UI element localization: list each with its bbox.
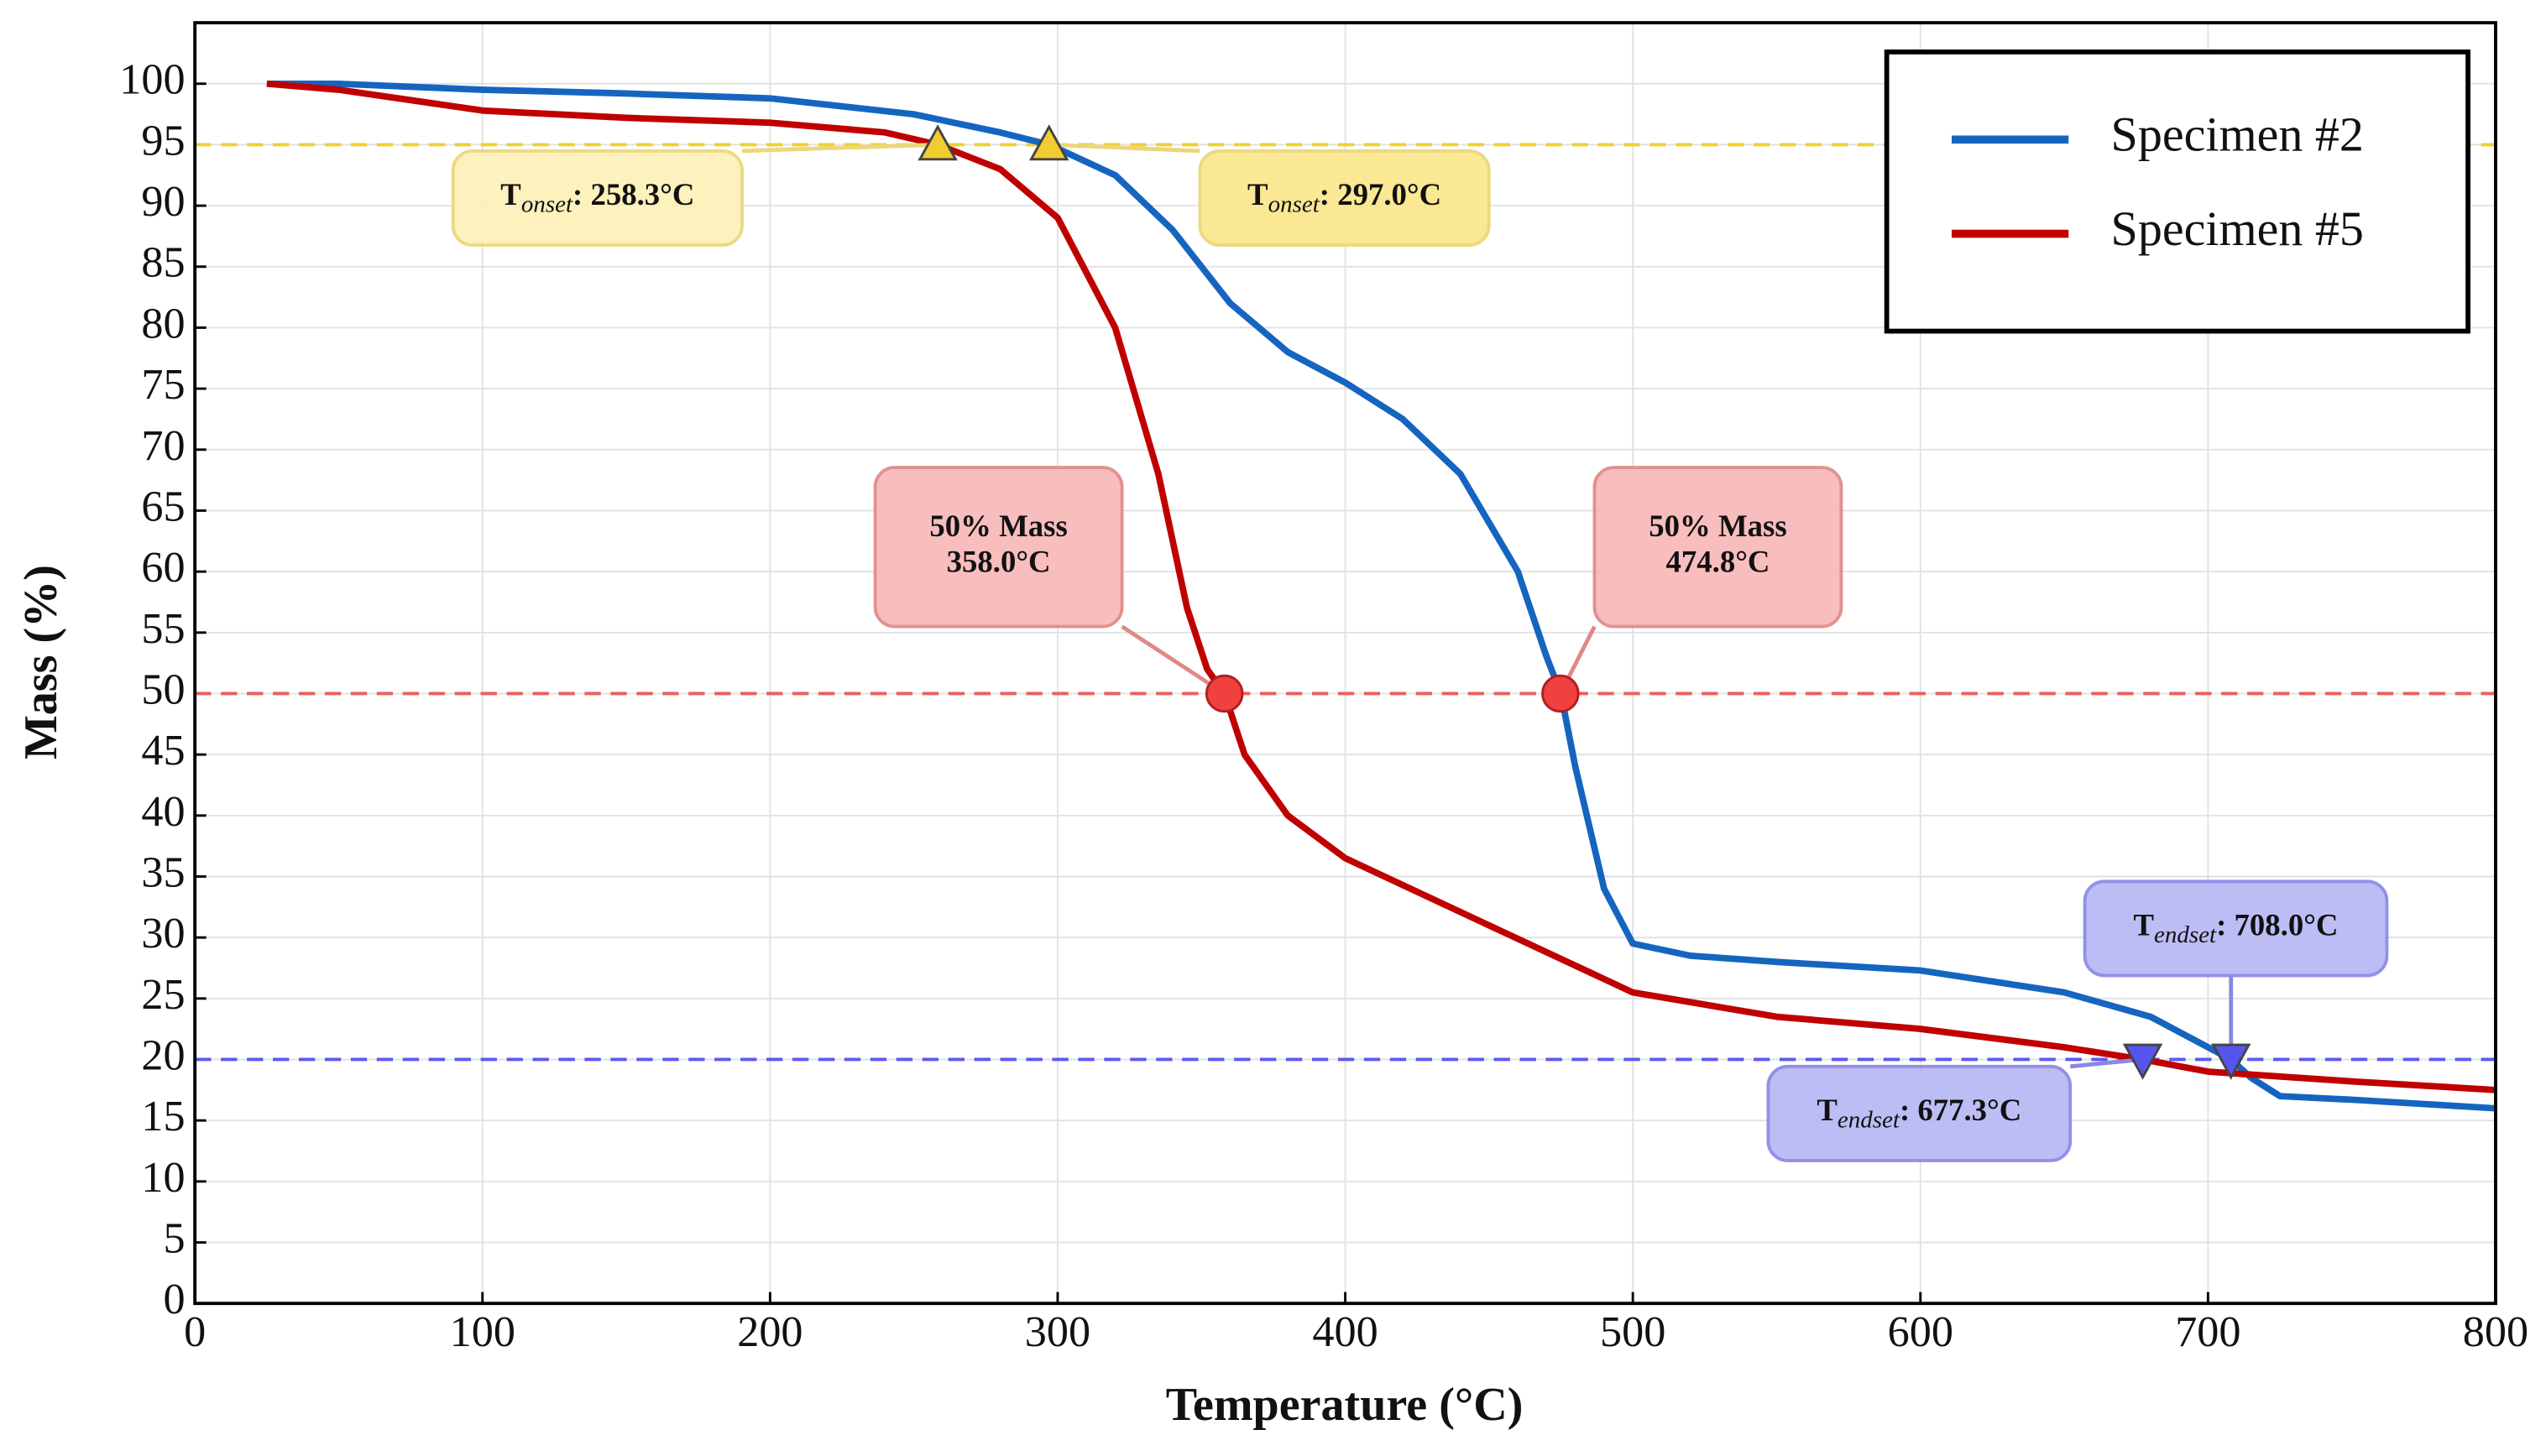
x-tick-label: 600 (1888, 1307, 1953, 1356)
x-tick-label: 300 (1025, 1307, 1090, 1356)
annotation-box (1592, 466, 1843, 629)
marker (1028, 124, 1069, 161)
annotation-symbol: T (500, 177, 521, 211)
y-tick-label: 50 (141, 665, 185, 713)
annotation-subscript: endset (2154, 921, 2217, 948)
y-tick-label: 20 (141, 1031, 185, 1079)
marker (2122, 1043, 2163, 1080)
annotation-symbol: T (1247, 177, 1268, 211)
y-tick-label: 75 (141, 360, 185, 409)
y-tick-label: 10 (141, 1153, 185, 1202)
annotation-label: 50% Mass (929, 509, 1067, 543)
y-tick-label: 55 (141, 604, 185, 653)
y-tick-label: 15 (141, 1092, 185, 1140)
x-axis-label: Temperature (°C) (1166, 1379, 1524, 1431)
annotation-arrow (1048, 143, 1200, 154)
legend-label: Specimen #5 (2111, 201, 2364, 256)
annotation-label: 474.8°C (1666, 545, 1770, 579)
x-tick-label: 500 (1600, 1307, 1665, 1356)
y-tick-label: 25 (141, 970, 185, 1019)
annotation-label: Tendset: 677.3°C (1817, 1093, 2021, 1133)
annotation-box (451, 149, 744, 248)
y-tick-label: 60 (141, 543, 185, 592)
legend-box (1884, 49, 2470, 334)
annotation-symbol: T (1817, 1093, 1838, 1127)
annotation-label: Tonset: 297.0°C (1247, 177, 1441, 217)
annotation-subscript: onset (1268, 190, 1320, 217)
marker (1205, 674, 1244, 713)
y-tick-label: 35 (141, 848, 185, 896)
plot-frame (193, 21, 2497, 1306)
y-tick-label: 30 (141, 909, 185, 958)
annotation-arrow (741, 143, 938, 154)
annotation-label: Tonset: 258.3°C (500, 177, 694, 217)
x-tick-label: 800 (2463, 1307, 2528, 1356)
annotation-label: Tendset: 708.0°C (2134, 908, 2339, 948)
annotation-value: : 708.0°C (2216, 908, 2338, 942)
y-tick-label: 45 (141, 726, 185, 775)
y-tick-label: 80 (141, 299, 185, 347)
annotation-label: 50% Mass (1649, 509, 1786, 543)
y-tick-label: 65 (141, 482, 185, 530)
y-tick-label: 40 (141, 787, 185, 836)
annotation-box (873, 466, 1124, 629)
annotation-value: : 677.3°C (1900, 1093, 2021, 1127)
line-series (266, 80, 2496, 1112)
annotation-label: 358.0°C (947, 545, 1051, 579)
annotation-box (2083, 879, 2389, 978)
annotation-arrow (1121, 624, 1226, 696)
y-tick-label: 0 (163, 1275, 185, 1323)
annotation-arrow (2069, 1057, 2143, 1069)
marker (918, 124, 958, 161)
y-tick-label: 70 (141, 421, 185, 470)
y-axis-label: Mass (%) (15, 565, 67, 759)
y-tick-label: 5 (163, 1213, 185, 1262)
annotation-symbol: T (2134, 908, 2155, 942)
annotation-box (1198, 149, 1491, 248)
y-tick-label: 90 (141, 177, 185, 226)
marker (1541, 674, 1580, 713)
marker (2211, 1043, 2251, 1080)
y-tick-label: 95 (141, 116, 185, 164)
annotation-value: : 297.0°C (1320, 177, 1441, 211)
annotation-box (1766, 1064, 2073, 1162)
x-tick-label: 200 (737, 1307, 802, 1356)
y-tick-label: 85 (141, 238, 185, 287)
x-tick-label: 400 (1312, 1307, 1378, 1356)
legend-label: Specimen #2 (2111, 107, 2364, 162)
x-tick-label: 0 (184, 1307, 206, 1356)
annotation-value: : 258.3°C (572, 177, 694, 211)
annotation-subscript: onset (521, 190, 573, 217)
x-tick-label: 700 (2175, 1307, 2240, 1356)
y-tick-label: 100 (119, 55, 185, 104)
x-tick-label: 100 (450, 1307, 515, 1356)
annotation-subscript: endset (1838, 1106, 1900, 1133)
